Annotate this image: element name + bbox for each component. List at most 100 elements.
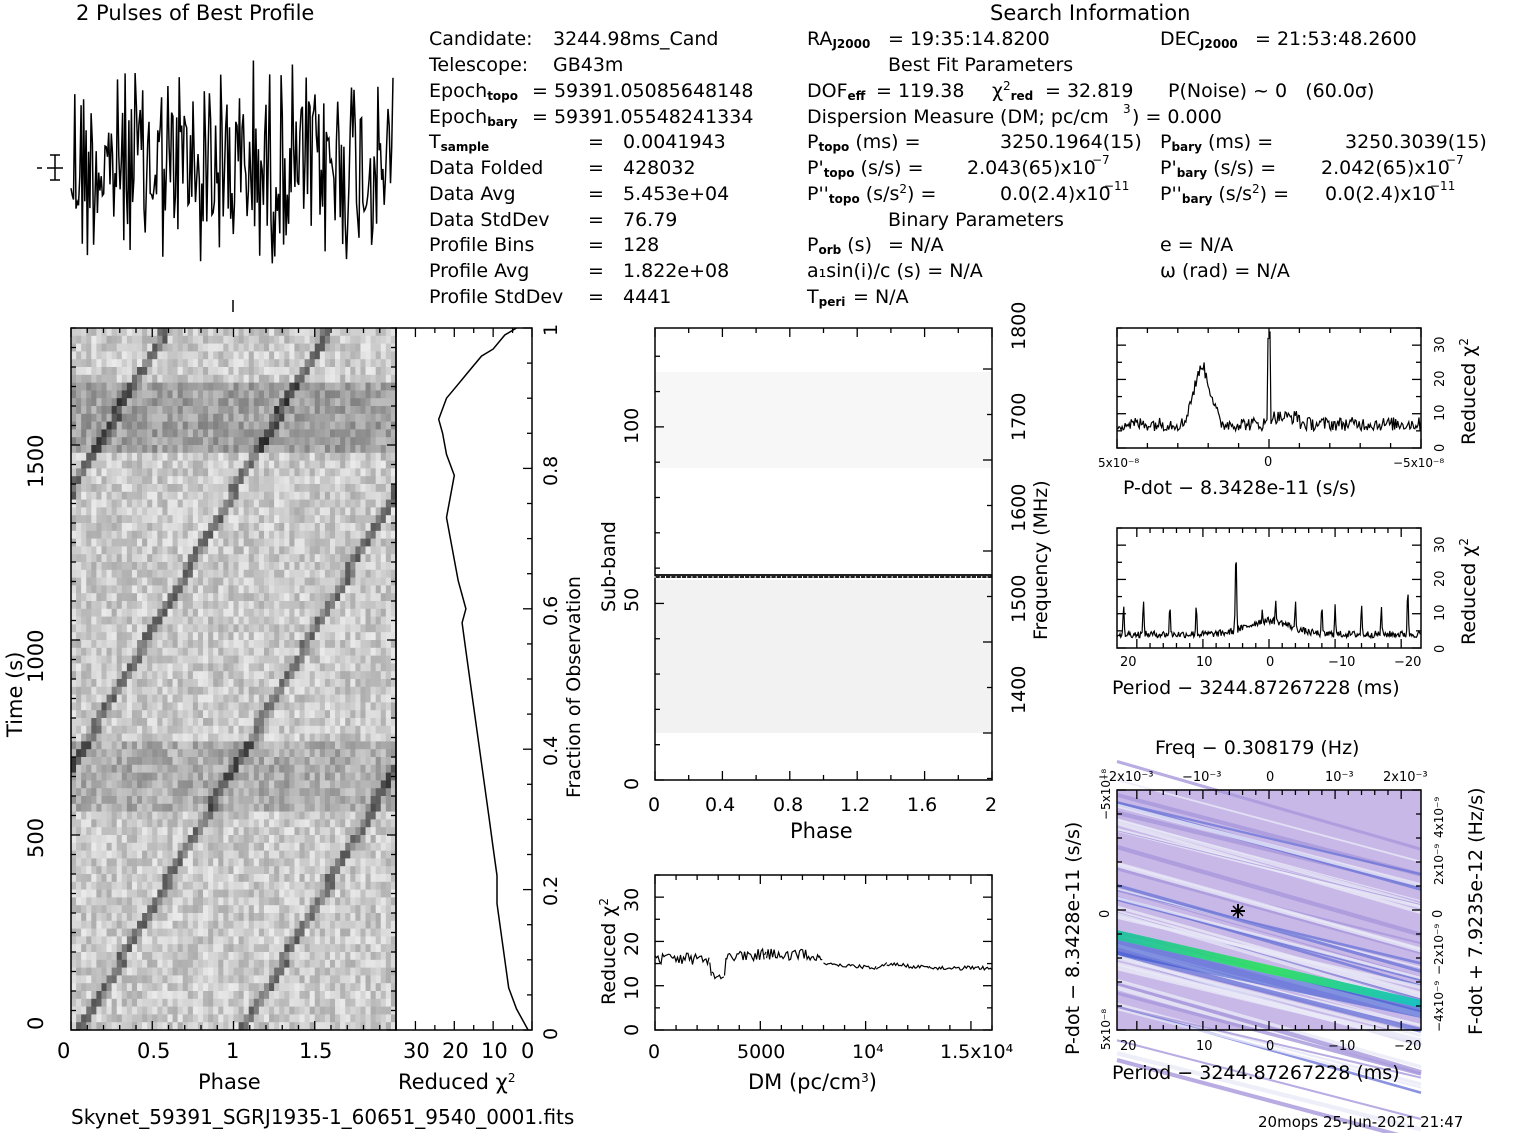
heat-cell: [167, 780, 173, 789]
heat-cell: [177, 679, 184, 688]
heat-cell: [86, 546, 92, 555]
heat-cell: [192, 764, 199, 773]
heat-cell: [91, 772, 97, 781]
heat-cell: [147, 452, 153, 461]
heat-cell: [228, 335, 234, 344]
heat-cell: [314, 452, 321, 461]
heat-cell: [187, 359, 194, 368]
heat-cell: [380, 835, 387, 844]
heat-cell: [223, 858, 229, 867]
heat-cell: [345, 445, 351, 454]
heat-cell: [121, 655, 128, 664]
heat-cell: [390, 359, 397, 368]
heat-cell: [86, 569, 92, 578]
heat-cell: [91, 468, 97, 477]
heat-cell: [218, 351, 224, 360]
heat-cell: [76, 874, 82, 883]
heat-cell: [390, 858, 397, 867]
heat-cell: [299, 741, 305, 750]
heat-cell: [309, 601, 316, 610]
heat-cell: [177, 523, 184, 532]
heat-cell: [182, 897, 189, 906]
heat-cell: [223, 374, 229, 383]
heat-cell: [289, 445, 295, 454]
heat-cell: [116, 780, 123, 789]
heat-cell: [192, 585, 199, 594]
heat-cell: [106, 741, 112, 750]
heat-cell: [309, 647, 316, 656]
heat-cell: [355, 655, 361, 664]
heat-cell: [131, 367, 138, 376]
heat-cell: [248, 382, 255, 391]
heat-cell: [243, 585, 250, 594]
heat-cell: [223, 452, 229, 461]
heat-cell: [213, 569, 219, 578]
heat-cell: [258, 452, 265, 461]
heat-cell: [365, 351, 371, 360]
heat-cell: [263, 624, 270, 633]
heat-cell: [284, 796, 290, 805]
heat-cell: [177, 889, 184, 898]
heat-cell: [309, 624, 316, 633]
heat-cell: [340, 452, 346, 461]
heat-cell: [355, 616, 361, 625]
heat-cell: [299, 460, 305, 469]
heat-cell: [289, 367, 295, 376]
heat-cell: [121, 335, 128, 344]
heat-cell: [274, 530, 280, 539]
heat-cell: [76, 437, 82, 446]
heat-cell: [279, 593, 285, 602]
heat-cell: [142, 850, 148, 859]
heat-cell: [76, 772, 82, 781]
heat-cell: [213, 491, 219, 500]
heat-cell: [309, 827, 316, 836]
heat-cell: [131, 671, 138, 680]
heat-cell: [289, 562, 295, 571]
heat-cell: [329, 663, 336, 672]
heat-cell: [111, 468, 118, 477]
heat-cell: [248, 608, 255, 617]
heat-cell: [192, 491, 199, 500]
heat-cell: [248, 406, 255, 415]
heat-cell: [228, 757, 234, 766]
heat-cell: [76, 936, 82, 945]
heat-cell: [116, 429, 123, 438]
heat-cell: [137, 562, 143, 571]
heat-cell: [380, 905, 387, 914]
heat-cell: [263, 343, 270, 352]
heat-cell: [314, 530, 321, 539]
heat-cell: [370, 398, 376, 407]
heat-cell: [111, 866, 118, 875]
heat-cell: [142, 608, 148, 617]
heat-cell: [167, 741, 173, 750]
heat-cell: [106, 390, 112, 399]
heat-cell: [81, 460, 87, 469]
heat-cell: [91, 429, 97, 438]
heat-cell: [253, 866, 260, 875]
heat-cell: [197, 335, 204, 344]
heat-cell: [167, 803, 173, 812]
heat-cell: [385, 866, 392, 875]
heat-cell: [248, 780, 255, 789]
heat-cell: [197, 780, 204, 789]
heat-cell: [96, 788, 102, 797]
heat-cell: [167, 749, 173, 758]
heat-cell: [253, 663, 260, 672]
heat-cell: [172, 452, 178, 461]
heat-cell: [96, 593, 102, 602]
heat-cell: [162, 850, 168, 859]
heat-cell: [187, 569, 194, 578]
heat-cell: [319, 351, 326, 360]
heat-cell: [228, 663, 234, 672]
heat-cell: [284, 374, 290, 383]
heat-cell: [137, 359, 143, 368]
heat-cell: [86, 374, 92, 383]
heat-cell: [142, 640, 148, 649]
heat-cell: [248, 546, 255, 555]
heat-cell: [380, 538, 387, 547]
heat-cell: [86, 421, 92, 430]
heat-cell: [167, 928, 173, 937]
heat-cell: [187, 499, 194, 508]
heat-cell: [76, 920, 82, 929]
heat-cell: [319, 757, 326, 766]
